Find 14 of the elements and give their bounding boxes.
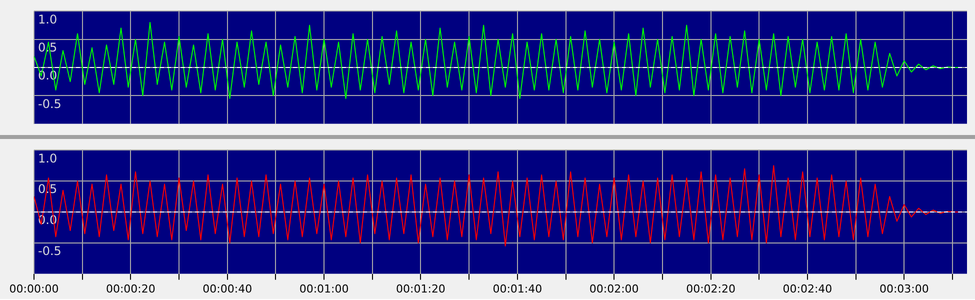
- x-tick-label: 00:02:40: [782, 282, 832, 296]
- x-tick-label: 00:00:40: [202, 282, 252, 296]
- x-tick-label: 00:01:40: [492, 282, 542, 296]
- y-tick-label: -0.5: [38, 244, 62, 258]
- y-tick-label: 1.0: [38, 12, 58, 26]
- y-tick-label: 1.0: [38, 151, 58, 166]
- x-tick-label: 00:02:20: [686, 282, 736, 296]
- x-tick-label: 00:01:00: [299, 282, 349, 296]
- x-tick-label: 00:03:00: [879, 282, 929, 296]
- x-tick-label: 00:02:00: [589, 282, 639, 296]
- x-tick-label: 00:00:20: [106, 282, 156, 296]
- x-tick-label: 00:00:00: [9, 282, 59, 296]
- x-tick-label: 00:01:20: [396, 282, 446, 296]
- y-tick-label: -0.5: [38, 96, 62, 111]
